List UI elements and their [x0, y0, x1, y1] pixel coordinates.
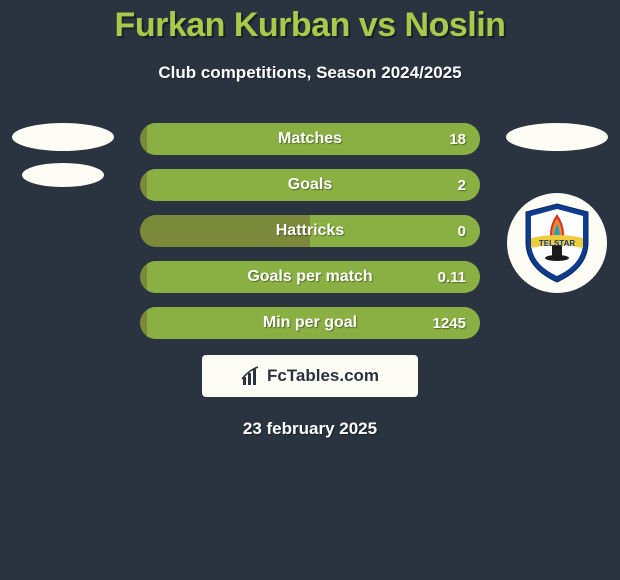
stat-pill-matches: Matches 18	[140, 123, 480, 155]
left-player-col	[8, 123, 118, 187]
stat-value-right: 1245	[433, 315, 466, 332]
right-club-logo: TELSTAR	[507, 193, 607, 293]
date-label: 23 february 2025	[243, 419, 377, 439]
right-player-col: TELSTAR	[502, 123, 612, 293]
stat-label: Goals	[288, 176, 332, 194]
content-row: Matches 18 Goals 2 Hattricks 0 Goals per match…	[0, 123, 620, 339]
stat-pill-hattricks: Hattricks 0	[140, 215, 480, 247]
right-avatar-placeholder	[506, 123, 608, 151]
telstar-shield-icon: TELSTAR	[522, 202, 592, 284]
stat-label: Min per goal	[263, 314, 357, 332]
stat-value-right: 0.11	[438, 269, 466, 286]
stat-value-right: 0	[458, 223, 466, 240]
left-club-placeholder	[22, 163, 104, 187]
stats-column: Matches 18 Goals 2 Hattricks 0 Goals per match…	[118, 123, 502, 339]
comparison-card: Furkan Kurban vs Noslin Club competition…	[0, 0, 620, 439]
stat-label: Goals per match	[247, 268, 372, 286]
stat-pill-min-per-goal: Min per goal 1245	[140, 307, 480, 339]
club-banner-text: TELSTAR	[539, 239, 576, 248]
stat-value-right: 18	[449, 131, 466, 148]
subtitle: Club competitions, Season 2024/2025	[158, 63, 461, 83]
stat-label: Matches	[278, 130, 342, 148]
stat-pill-goals-per-match: Goals per match 0.11	[140, 261, 480, 293]
bar-chart-icon	[241, 365, 263, 387]
stat-label: Hattricks	[276, 222, 344, 240]
left-avatar-placeholder	[12, 123, 114, 151]
stat-pill-goals: Goals 2	[140, 169, 480, 201]
page-title: Furkan Kurban vs Noslin	[115, 6, 506, 45]
brand-logo[interactable]: FcTables.com	[202, 355, 418, 397]
stat-value-right: 2	[458, 177, 466, 194]
brand-text: FcTables.com	[267, 366, 379, 386]
